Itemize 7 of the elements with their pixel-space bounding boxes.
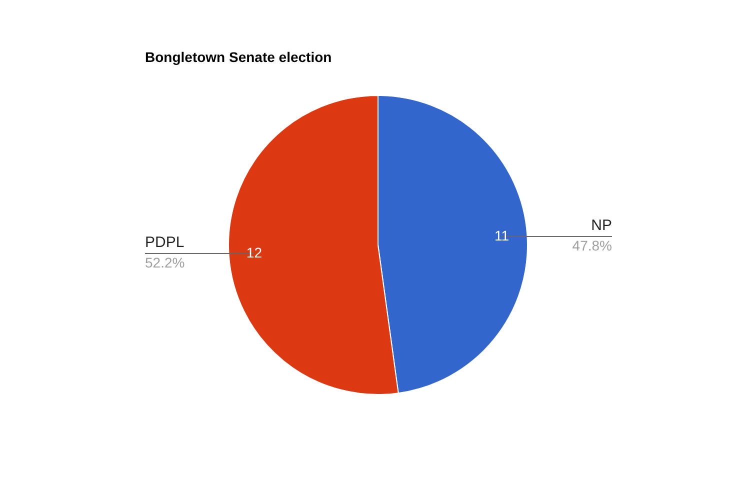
chart-title: Bongletown Senate election (145, 48, 332, 65)
slice-label: PDPL (145, 234, 184, 252)
data-label: 11 (494, 227, 510, 244)
text: 47.8% (572, 237, 612, 254)
slice-label: NP (591, 217, 612, 234)
data-label: 12 (246, 244, 262, 260)
text: 52.2% (145, 254, 185, 270)
